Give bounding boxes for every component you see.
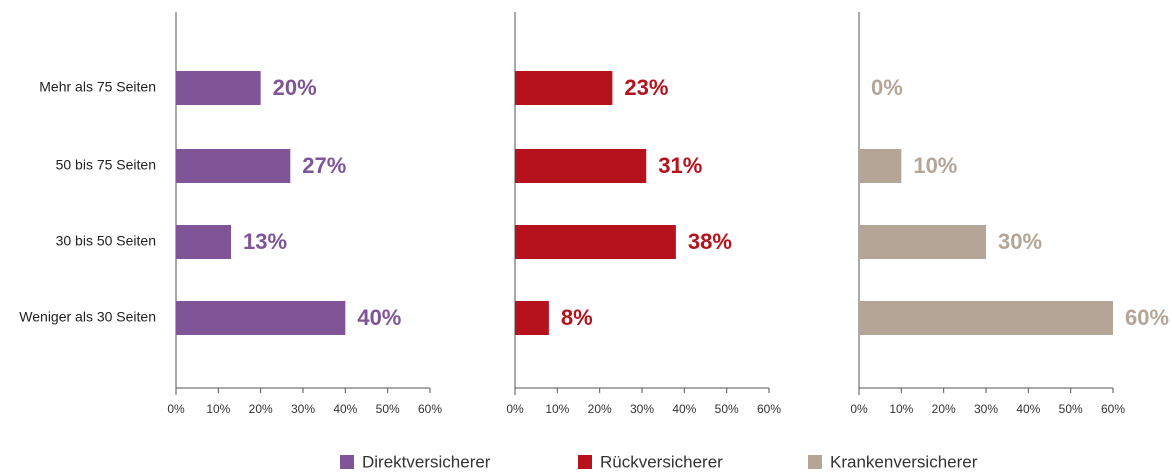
x-tick-label: 30% [974, 402, 998, 416]
legend-label: Rückversicherer [600, 452, 723, 471]
x-tick-label: 60% [1101, 402, 1125, 416]
legend-label: Krankenversicherer [830, 452, 978, 471]
x-tick-label: 30% [291, 402, 315, 416]
x-tick-label: 20% [932, 402, 956, 416]
legend-swatch [340, 455, 354, 469]
legend-swatch [808, 455, 822, 469]
bar [176, 71, 261, 105]
x-tick-label: 50% [376, 402, 400, 416]
x-tick-label: 10% [889, 402, 913, 416]
value-label: 0% [871, 75, 903, 100]
bar [515, 71, 613, 105]
x-tick-label: 0% [167, 402, 185, 416]
bar [859, 149, 902, 183]
x-tick-label: 0% [850, 402, 868, 416]
bar [515, 301, 549, 335]
x-tick-label: 10% [545, 402, 569, 416]
value-label: 31% [658, 153, 702, 178]
x-tick-label: 20% [249, 402, 273, 416]
value-label: 10% [913, 153, 957, 178]
x-tick-label: 30% [630, 402, 654, 416]
legend-label: Direktversicherer [362, 452, 491, 471]
value-label: 30% [998, 229, 1042, 254]
bar [176, 225, 232, 259]
value-label: 23% [624, 75, 668, 100]
x-tick-label: 60% [757, 402, 781, 416]
value-label: 20% [273, 75, 317, 100]
x-tick-label: 50% [1059, 402, 1083, 416]
bar [859, 301, 1113, 335]
x-tick-label: 40% [333, 402, 357, 416]
x-tick-label: 50% [715, 402, 739, 416]
x-tick-label: 10% [206, 402, 230, 416]
category-label: Weniger als 30 Seiten [19, 309, 156, 325]
value-label: 38% [688, 229, 732, 254]
x-tick-label: 0% [506, 402, 524, 416]
bar [176, 301, 346, 335]
x-tick-label: 40% [672, 402, 696, 416]
value-label: 13% [243, 229, 287, 254]
x-tick-label: 40% [1016, 402, 1040, 416]
value-label: 40% [357, 305, 401, 330]
bar [515, 149, 647, 183]
category-label: 30 bis 50 Seiten [56, 233, 156, 249]
x-tick-label: 20% [588, 402, 612, 416]
value-label: 27% [302, 153, 346, 178]
value-label: 8% [561, 305, 593, 330]
value-label: 60% [1125, 305, 1169, 330]
category-label: Mehr als 75 Seiten [39, 79, 156, 95]
bar [859, 225, 986, 259]
bar [176, 149, 291, 183]
x-tick-label: 60% [418, 402, 442, 416]
category-label: 50 bis 75 Seiten [56, 157, 156, 173]
bar [515, 225, 676, 259]
legend-swatch [578, 455, 592, 469]
